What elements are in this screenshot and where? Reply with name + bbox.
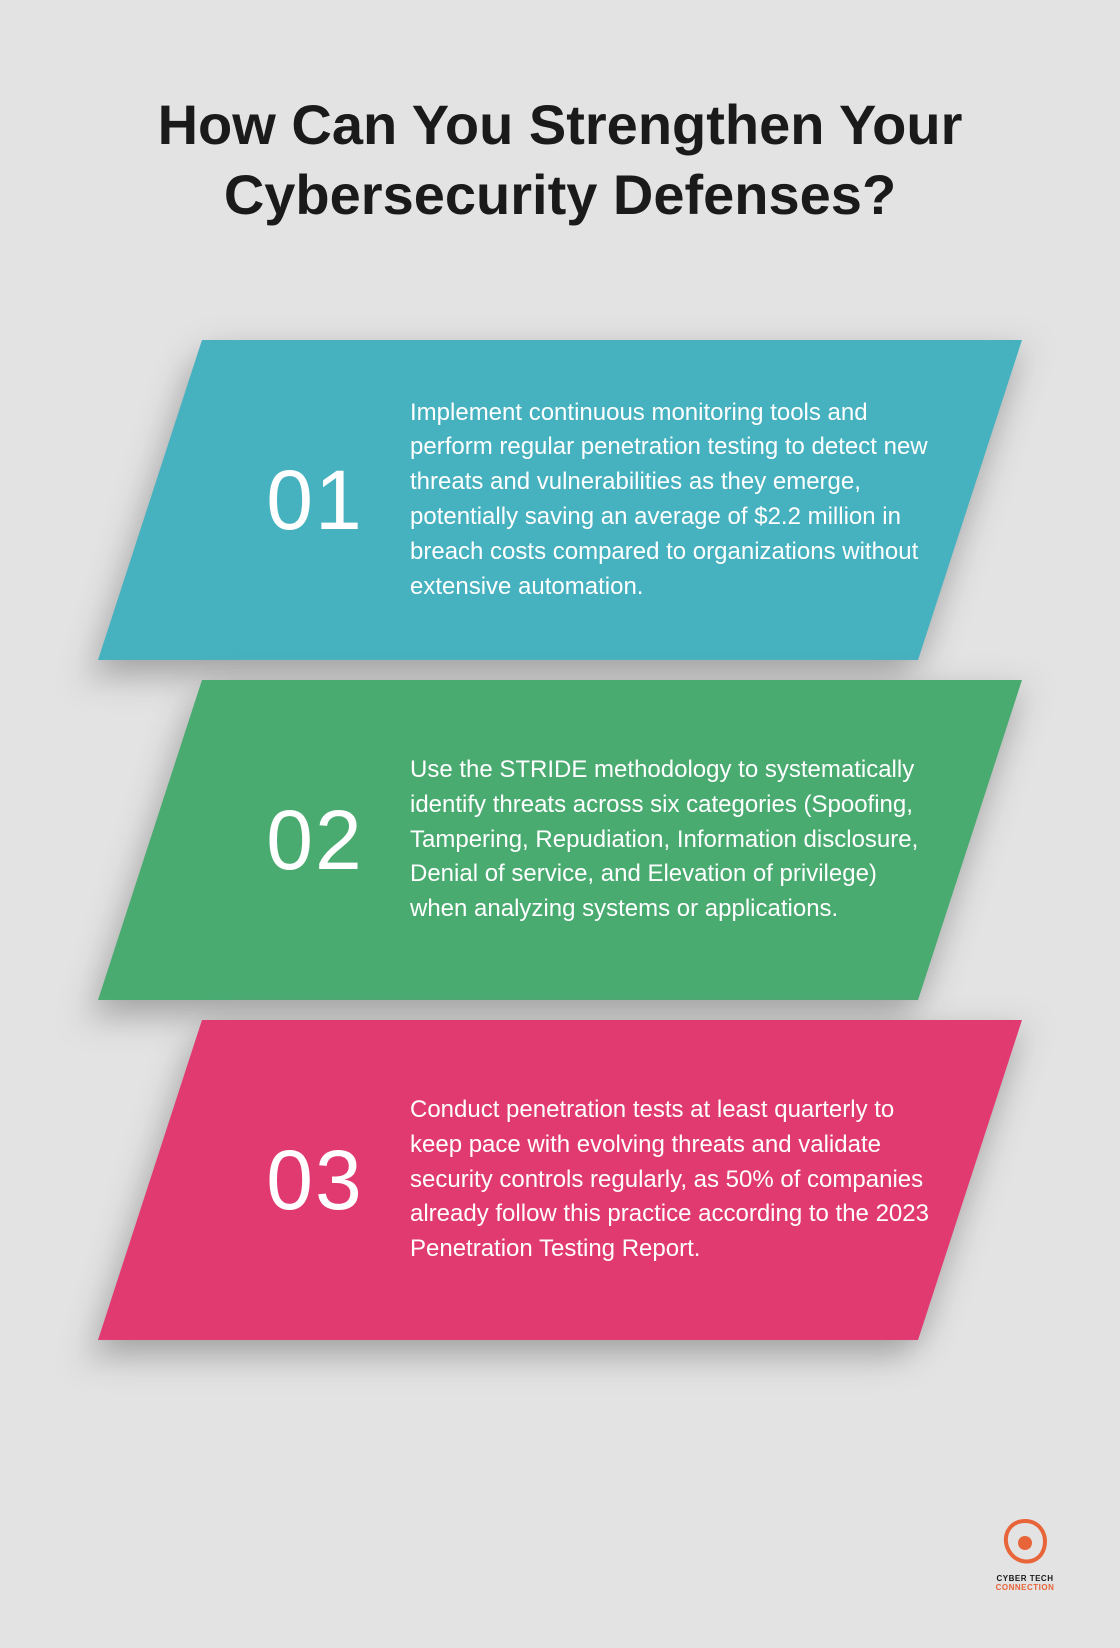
brand-logo: CYBER TECH CONNECTION <box>985 1515 1065 1593</box>
card-1: 01 Implement continuous monitoring tools… <box>0 340 1120 680</box>
card-3-content: 03 Conduct penetration tests at least qu… <box>150 1020 970 1340</box>
logo-text: CYBER TECH CONNECTION <box>996 1575 1055 1593</box>
card-2-number: 02 <box>250 798 380 882</box>
logo-line-2: CONNECTION <box>996 1583 1055 1592</box>
card-1-body: Implement continuous monitoring tools an… <box>410 396 930 605</box>
card-1-number: 01 <box>250 458 380 542</box>
card-3-body: Conduct penetration tests at least quart… <box>410 1093 930 1267</box>
card-3: 03 Conduct penetration tests at least qu… <box>0 1020 1120 1360</box>
card-3-number: 03 <box>250 1138 380 1222</box>
card-2: 02 Use the STRIDE methodology to systema… <box>0 680 1120 1020</box>
card-2-content: 02 Use the STRIDE methodology to systema… <box>150 680 970 1000</box>
page-title: How Can You Strengthen Your Cybersecurit… <box>0 90 1120 230</box>
logo-icon <box>995 1515 1055 1571</box>
card-1-content: 01 Implement continuous monitoring tools… <box>150 340 970 660</box>
logo-line-1: CYBER TECH <box>996 1574 1053 1583</box>
card-stack: 01 Implement continuous monitoring tools… <box>0 340 1120 1360</box>
card-2-body: Use the STRIDE methodology to systematic… <box>410 753 930 927</box>
